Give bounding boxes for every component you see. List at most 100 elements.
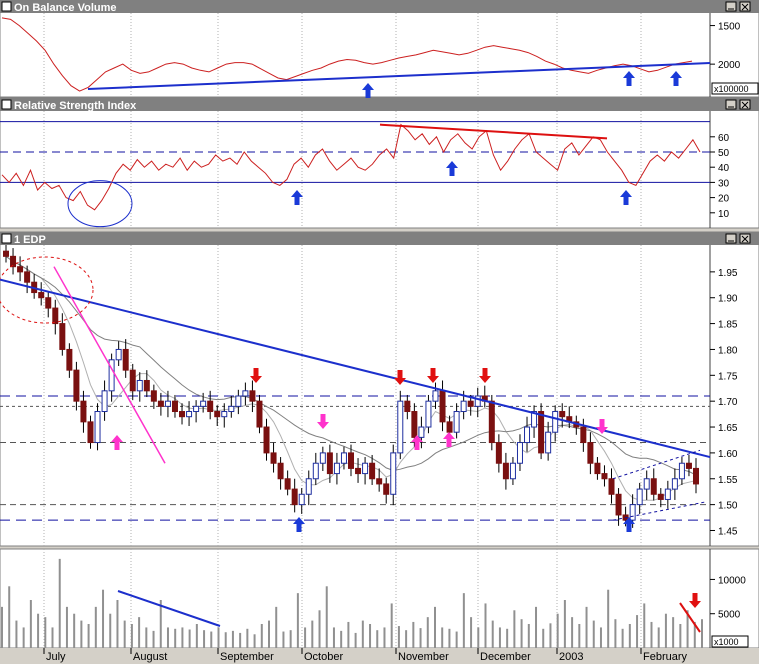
- minimize-button[interactable]: [725, 233, 737, 244]
- rsi-y-tick-label: 10: [718, 209, 730, 220]
- obv-up-arrow: [362, 83, 374, 98]
- candle-down: [249, 390, 256, 402]
- candle-down: [291, 488, 298, 506]
- window-restore-icon[interactable]: [1, 99, 12, 110]
- candle-down: [179, 411, 186, 418]
- price-top-circle: [0, 256, 94, 324]
- candle-up: [509, 462, 516, 480]
- price-y-tick-label: 1.90: [718, 294, 738, 305]
- rsi-y-tick-label: 40: [718, 163, 730, 174]
- candle-down: [38, 292, 45, 299]
- panel-title: 1 EDP: [14, 234, 46, 246]
- price-magenta-up-arrow: [111, 435, 123, 450]
- volume-y-tick-label: 5000: [718, 610, 741, 621]
- volume-multiplier-box: [711, 635, 749, 648]
- candle-up: [362, 462, 369, 475]
- candle-down: [601, 473, 608, 480]
- candle-up: [115, 348, 122, 361]
- candle-down: [87, 421, 94, 444]
- candle-down: [150, 390, 157, 402]
- candle-down: [650, 478, 657, 495]
- candle-up: [552, 411, 559, 433]
- price-red-down-arrow: [394, 370, 406, 385]
- x-axis-month-label: September: [220, 651, 274, 663]
- price-y-tick-label: 1.65: [718, 423, 738, 434]
- candle-down: [369, 462, 376, 480]
- candle-up: [460, 400, 467, 413]
- candle-down: [277, 462, 284, 480]
- candle-up: [164, 400, 171, 407]
- price-y-tick-label: 1.50: [718, 501, 738, 512]
- volume-decline-line: [679, 602, 701, 633]
- volume-multiplier: x1000: [714, 637, 739, 647]
- price-magenta-down-arrow: [317, 414, 329, 429]
- candle-down: [24, 271, 31, 283]
- window-restore-icon[interactable]: [1, 233, 12, 244]
- candle-down: [495, 442, 502, 464]
- obv-trendline: [87, 62, 711, 90]
- rsi-up-arrow: [446, 161, 458, 176]
- candle-down: [693, 467, 699, 485]
- volume-y-tick-label: 10000: [718, 575, 746, 586]
- candle-down: [502, 462, 509, 480]
- candle-up: [108, 359, 115, 392]
- candle-down: [559, 411, 566, 418]
- candle-down: [17, 266, 24, 273]
- price-y-tick-label: 1.95: [718, 268, 738, 279]
- rsi-y-tick-label: 20: [718, 194, 730, 205]
- candle-up: [193, 405, 200, 413]
- triangle-lower-line: [612, 501, 706, 521]
- candle-down: [615, 493, 622, 516]
- candle-up: [516, 442, 523, 464]
- candle-up: [94, 411, 101, 444]
- candle-down: [348, 452, 354, 469]
- minimize-button[interactable]: [725, 1, 737, 12]
- candle-up: [397, 400, 404, 454]
- candle-down: [488, 400, 495, 444]
- candle-up: [390, 452, 397, 495]
- price-steep-trendline: [53, 266, 166, 464]
- candle-up: [298, 493, 305, 506]
- candle-down: [129, 369, 136, 392]
- candle-up: [305, 478, 312, 495]
- candle-down: [171, 400, 178, 413]
- price-magenta-down-arrow: [596, 419, 608, 434]
- x-axis-month-label: 2003: [559, 651, 583, 663]
- obv-multiplier-box: [711, 82, 759, 95]
- candle-up: [221, 411, 228, 418]
- price-y-tick-label: 1.70: [718, 397, 738, 408]
- candle-up: [531, 411, 538, 428]
- candle-up: [664, 488, 671, 500]
- price-magenta-up-arrow: [443, 432, 455, 447]
- candle-down: [594, 462, 601, 475]
- price-up-arrow: [293, 517, 305, 532]
- candle-down: [52, 307, 59, 325]
- candle-down: [580, 426, 587, 444]
- candle-down: [538, 411, 545, 454]
- candle-down: [657, 493, 664, 500]
- candle-down: [608, 478, 615, 495]
- x-axis-strip: [0, 648, 759, 664]
- rsi-title-bar-bg: [0, 98, 759, 111]
- candle-down: [73, 369, 80, 402]
- candle-up: [312, 462, 319, 480]
- candle-down: [122, 348, 129, 371]
- candle-up: [136, 379, 143, 392]
- price-title-bar-bg: [0, 232, 759, 245]
- window-restore-icon[interactable]: [1, 1, 12, 12]
- rsi-series-line: [1, 123, 701, 211]
- candle-up: [200, 400, 207, 407]
- candle-up: [545, 431, 552, 454]
- rsi-y-tick-label: 50: [718, 148, 730, 159]
- candle-up: [474, 395, 481, 407]
- candle-down: [411, 411, 418, 438]
- rsi-y-tick-label: 30: [718, 178, 730, 189]
- candle-down: [10, 255, 17, 268]
- rsi-title-bar: Relative Strength Index: [0, 98, 759, 112]
- candle-down: [214, 411, 221, 418]
- obv-series-line: [1, 17, 693, 92]
- minimize-button[interactable]: [725, 99, 737, 110]
- close-icon: [741, 3, 749, 11]
- obv-multiplier: x100000: [714, 84, 749, 94]
